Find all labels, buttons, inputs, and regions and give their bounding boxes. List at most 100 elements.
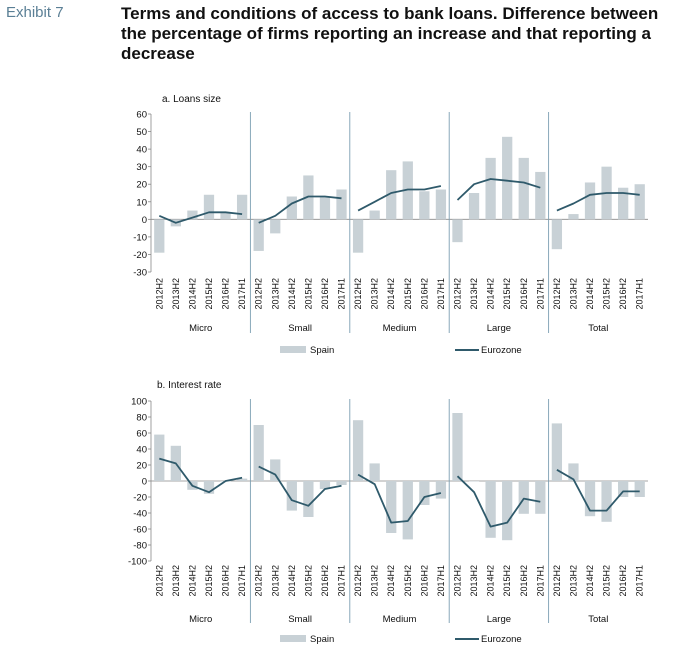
y-tick-label: -40 [133, 509, 147, 520]
spain-bar [452, 413, 463, 481]
y-tick-label: 50 [136, 127, 147, 138]
x-tick-label: 2017H1 [237, 278, 247, 310]
spain-bar [352, 420, 364, 481]
spain-bar [303, 481, 314, 517]
spain-bar [584, 182, 596, 220]
x-tick-label: 2017H1 [337, 278, 347, 310]
chart-title: b. Interest rate [157, 380, 222, 391]
x-tick-label: 2015H2 [502, 278, 512, 310]
x-tick-label: 2012H2 [154, 278, 164, 310]
y-tick-label: 60 [136, 429, 147, 440]
x-tick-label: 2015H2 [502, 565, 512, 597]
spain-bar [551, 423, 563, 481]
x-tick-label: 2012H2 [154, 565, 164, 597]
y-tick-label: 30 [136, 162, 147, 173]
x-tick-label: 2017H1 [535, 278, 545, 310]
x-tick-label: 2015H2 [403, 278, 413, 310]
x-tick-label: 2017H1 [436, 565, 446, 597]
x-tick-label: 2016H2 [221, 278, 231, 310]
spain-bar [468, 481, 480, 482]
spain-bar [220, 212, 231, 220]
y-tick-label: -100 [128, 557, 147, 568]
x-tick-label: 2013H2 [370, 565, 380, 597]
x-tick-label: 2012H2 [254, 565, 264, 597]
x-tick-label: 2017H1 [436, 278, 446, 310]
group-label: Large [487, 614, 511, 625]
x-tick-label: 2015H2 [204, 565, 214, 597]
x-tick-label: 2016H2 [519, 278, 529, 310]
spain-bar [568, 463, 579, 481]
x-tick-label: 2014H2 [187, 565, 197, 597]
x-tick-label: 2012H2 [552, 278, 562, 310]
eurozone-line [556, 192, 640, 212]
x-tick-label: 2013H2 [171, 278, 181, 310]
exhibit-label: Exhibit 7 [6, 4, 64, 21]
x-tick-label: 2017H1 [635, 278, 645, 310]
y-tick-label: 60 [136, 110, 147, 121]
eurozone-line [357, 473, 442, 524]
eurozone-line [556, 469, 640, 512]
x-tick-label: 2012H2 [353, 565, 363, 597]
spain-bar [435, 481, 447, 499]
spain-bar [369, 210, 380, 220]
spain-bar [618, 481, 629, 497]
spain-bar [236, 194, 248, 220]
x-tick-label: 2012H2 [552, 565, 562, 597]
spain-bar [352, 219, 364, 253]
group-label: Total [588, 323, 608, 334]
x-tick-label: 2013H2 [171, 565, 181, 597]
spain-bar [634, 481, 645, 497]
x-tick-label: 2013H2 [568, 278, 578, 310]
group-label: Small [288, 614, 312, 625]
x-tick-label: 2016H2 [320, 565, 330, 597]
x-tick-label: 2016H2 [320, 278, 330, 310]
x-tick-label: 2013H2 [469, 565, 479, 597]
spain-bar [402, 481, 413, 540]
spain-bar [187, 210, 198, 220]
eurozone-line [357, 185, 442, 212]
y-tick-label: 80 [136, 413, 147, 424]
x-tick-label: 2017H1 [337, 565, 347, 597]
eurozone-line [158, 211, 243, 224]
y-tick-label: -10 [133, 232, 147, 243]
y-tick-label: 0 [142, 477, 147, 488]
spain-bar [336, 189, 347, 220]
x-tick-label: 2013H2 [370, 278, 380, 310]
spain-bar [535, 171, 546, 220]
spain-bar [584, 481, 596, 517]
x-tick-label: 2014H2 [287, 278, 297, 310]
y-tick-label: 10 [136, 197, 147, 208]
y-tick-label: 100 [131, 397, 147, 408]
y-tick-label: -30 [133, 268, 147, 279]
x-tick-label: 2016H2 [419, 565, 429, 597]
eurozone-line [456, 178, 541, 201]
x-tick-label: 2012H2 [254, 278, 264, 310]
legend-spain-swatch [280, 346, 306, 353]
spain-bar [435, 189, 447, 220]
legend-spain-swatch [280, 635, 306, 642]
y-tick-label: -60 [133, 525, 147, 536]
x-tick-label: 2014H2 [287, 565, 297, 597]
x-tick-label: 2014H2 [386, 278, 396, 310]
spain-bar [154, 219, 165, 253]
x-tick-label: 2015H2 [303, 565, 313, 597]
x-tick-label: 2014H2 [486, 278, 496, 310]
y-tick-label: 40 [136, 145, 147, 156]
spain-bar [452, 219, 463, 243]
page-title: Terms and conditions of access to bank l… [121, 4, 659, 63]
x-tick-label: 2013H2 [568, 565, 578, 597]
spain-bar [270, 219, 281, 234]
x-tick-label: 2017H1 [535, 565, 545, 597]
spain-bar [518, 481, 529, 514]
spain-bar [551, 219, 563, 250]
x-tick-label: 2012H2 [353, 278, 363, 310]
spain-bar [253, 219, 264, 251]
x-tick-label: 2014H2 [386, 565, 396, 597]
legend-spain-label: Spain [310, 634, 334, 645]
x-tick-label: 2015H2 [303, 278, 313, 310]
spain-bar [253, 425, 264, 481]
chart-title: a. Loans size [162, 94, 221, 105]
spain-bar [502, 136, 513, 220]
spain-bar [154, 434, 165, 481]
group-label: Total [588, 614, 608, 625]
